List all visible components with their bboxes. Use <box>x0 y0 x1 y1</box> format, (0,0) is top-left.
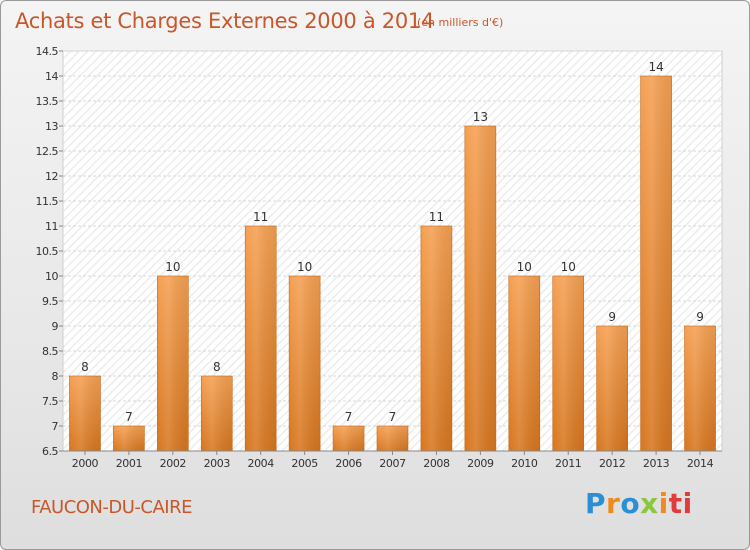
data-label: 7 <box>125 410 133 424</box>
data-label: 9 <box>608 310 616 324</box>
y-tick-label: 8 <box>52 370 59 383</box>
bar-shine <box>377 426 408 451</box>
x-tick-label: 2012 <box>599 457 625 470</box>
bar-shine <box>464 126 496 451</box>
bar-shine <box>420 226 452 451</box>
y-tick-label: 7.5 <box>42 395 58 408</box>
x-tick-label: 2014 <box>687 457 714 470</box>
y-tick-label: 12.5 <box>36 145 59 158</box>
y-tick-label: 13 <box>45 120 58 133</box>
y-tick-label: 10 <box>45 270 58 283</box>
y-tick-label: 9.5 <box>42 295 58 308</box>
data-label: 11 <box>253 210 268 224</box>
y-tick-label: 12 <box>45 170 58 183</box>
bar-shine <box>596 326 628 451</box>
x-tick-label: 2000 <box>72 457 99 470</box>
data-label: 14 <box>648 60 663 74</box>
x-tick-label: 2004 <box>247 457 274 470</box>
x-tick-label: 2005 <box>291 457 318 470</box>
y-tick-label: 9 <box>52 320 59 333</box>
y-axis: 6.5 7 7.5 8 8.5 9 9.5 10 10.5 11 11.5 12 12.5 13 13.5 1… <box>36 45 63 458</box>
x-tick-label: 2008 <box>423 457 450 470</box>
data-label: 10 <box>297 260 312 274</box>
x-tick-label: 2013 <box>643 457 670 470</box>
bar-shine <box>508 276 540 451</box>
data-label: 10 <box>165 260 180 274</box>
data-label: 10 <box>561 260 576 274</box>
bar-shine <box>289 276 321 451</box>
bar-shine <box>245 226 277 451</box>
bar-shine <box>333 426 365 451</box>
y-tick-label: 11.5 <box>36 195 59 208</box>
data-label: 8 <box>81 360 89 374</box>
data-label: 7 <box>345 410 353 424</box>
proxiti-logo: Proxiti <box>585 487 693 520</box>
x-tick-label: 2010 <box>511 457 538 470</box>
y-tick-label: 14.5 <box>36 45 59 58</box>
data-label: 9 <box>696 310 704 324</box>
x-tick-label: 2003 <box>204 457 231 470</box>
bar-shine <box>113 426 145 451</box>
chart-title: Achats et Charges Externes 2000 à 2014 <box>15 9 435 33</box>
bar-shine <box>69 376 101 451</box>
x-tick-label: 2001 <box>116 457 142 470</box>
data-label: 8 <box>213 360 221 374</box>
data-label: 11 <box>429 210 444 224</box>
y-tick-label: 7 <box>52 420 59 433</box>
x-tick-label: 2006 <box>335 457 362 470</box>
x-axis: 2000 2001 2002 2003 2004 2005 2006 2007 2008 2009… <box>63 450 722 470</box>
bar-shine <box>684 326 716 451</box>
bar-shine <box>640 76 672 451</box>
y-tick-label: 6.5 <box>42 445 58 458</box>
y-tick-label: 13.5 <box>36 95 59 108</box>
data-label: 10 <box>517 260 532 274</box>
y-tick-label: 11 <box>45 220 58 233</box>
y-tick-label: 10.5 <box>36 245 59 258</box>
data-labels: 8 7 10 8 11 10 7 7 11 13 10 10 9 14 9 <box>81 60 704 424</box>
bars <box>69 75 716 452</box>
x-tick-label: 2009 <box>467 457 494 470</box>
bar-shine <box>201 376 233 451</box>
data-label: 13 <box>473 110 488 124</box>
y-tick-label: 14 <box>45 70 58 83</box>
town-name: FAUCON-DU-CAIRE <box>31 497 193 518</box>
data-label: 7 <box>389 410 397 424</box>
x-tick-label: 2002 <box>160 457 186 470</box>
chart-subtitle: (en milliers d'€) <box>417 16 504 29</box>
bar-shine <box>552 276 584 451</box>
x-tick-label: 2007 <box>379 457 406 470</box>
x-tick-label: 2011 <box>555 457 581 470</box>
bar-shine <box>157 276 189 451</box>
y-tick-label: 8.5 <box>42 345 58 358</box>
